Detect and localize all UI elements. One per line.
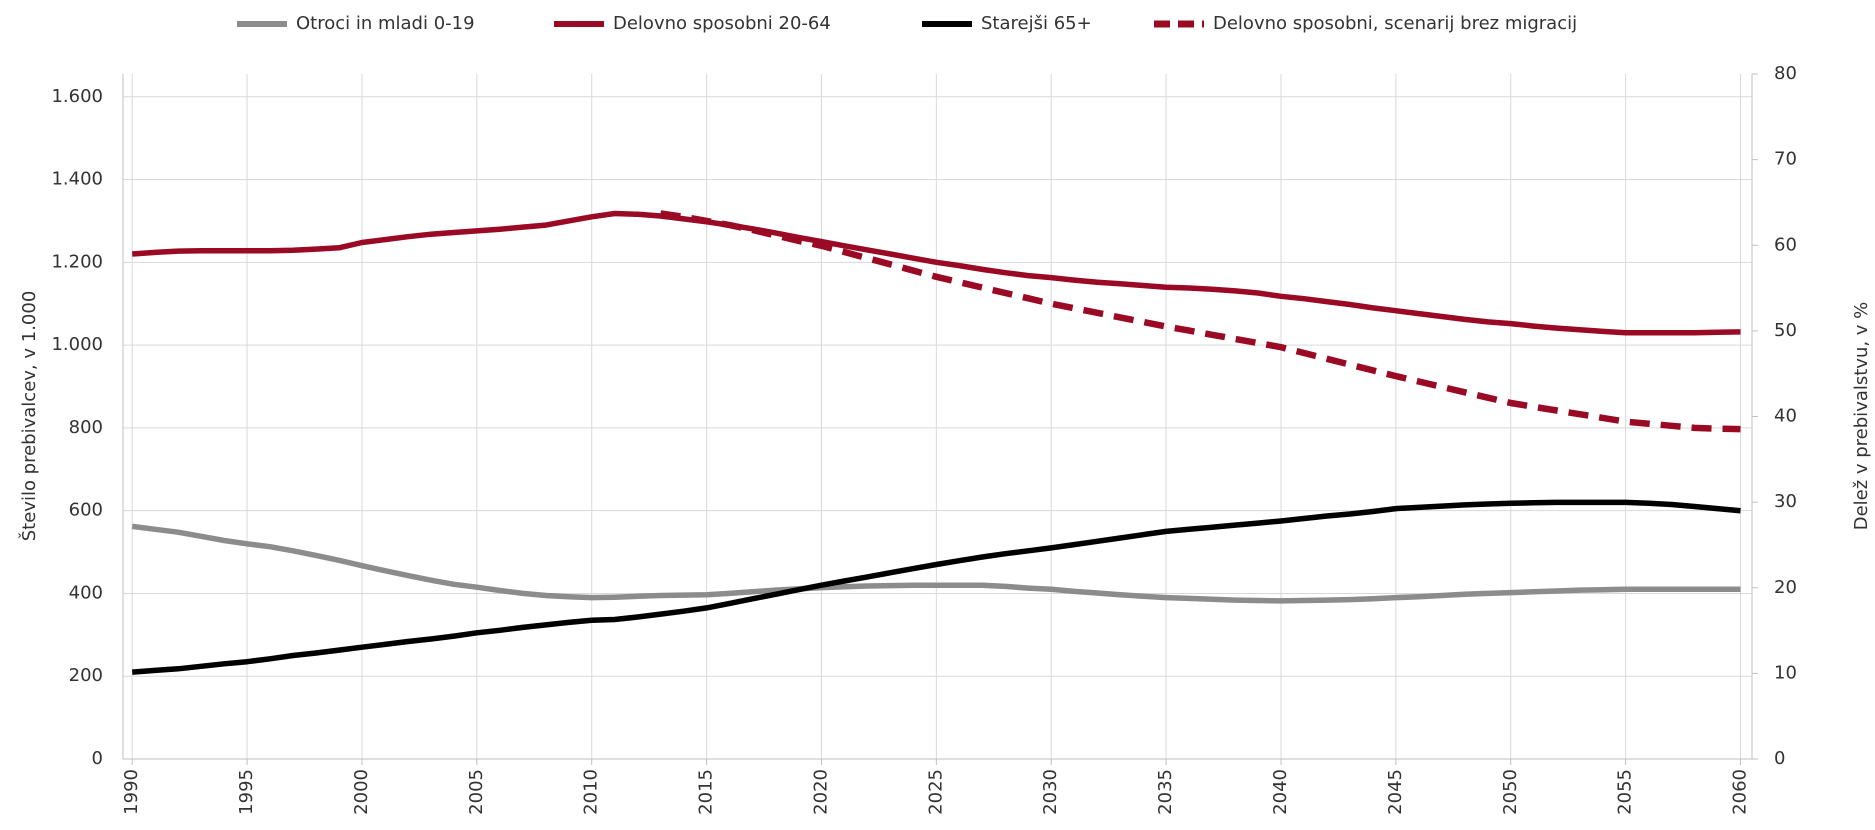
- y2-tick-label: 0: [1774, 748, 1785, 769]
- y2-tick-label: 50: [1774, 320, 1797, 341]
- x-tick-label: 2000: [351, 769, 372, 815]
- x-tick-label: 2045: [1385, 769, 1406, 815]
- x-tick-label: 2035: [1155, 769, 1176, 815]
- x-tick-label: 2030: [1040, 769, 1061, 815]
- legend-label: Delovno sposobni, scenarij brez migracij: [1213, 13, 1577, 34]
- y-tick-label: 1.400: [51, 169, 103, 190]
- y-tick-label: 1.600: [51, 86, 103, 107]
- x-tick-label: 2050: [1500, 769, 1521, 815]
- x-tick-label: 2005: [466, 769, 487, 815]
- x-tick-label: 2010: [581, 769, 602, 815]
- y2-tick-label: 80: [1774, 63, 1797, 84]
- x-tick-label: 2020: [810, 769, 831, 815]
- x-tick-label: 2025: [925, 769, 946, 815]
- x-tick-label: 2055: [1615, 769, 1636, 815]
- y-tick-label: 1.200: [51, 251, 103, 272]
- y2-tick-label: 30: [1774, 491, 1797, 512]
- y2-tick-label: 70: [1774, 149, 1797, 170]
- y2-tick-label: 40: [1774, 406, 1797, 427]
- series-line: [132, 210, 1741, 336]
- legend-label: Starejši 65+: [981, 13, 1092, 34]
- series-line: [131, 523, 1741, 604]
- y2-axis-label: Delež v prebivalstvu, v %: [1851, 302, 1872, 531]
- y-axis-label: Število prebivalcev, v 1.000: [18, 291, 40, 542]
- x-tick-label: 2060: [1730, 769, 1751, 815]
- x-tick-label: 2015: [696, 769, 717, 815]
- y2-tick-label: 10: [1774, 662, 1797, 683]
- y-tick-label: 600: [69, 500, 103, 521]
- x-tick-label: 1995: [236, 769, 257, 815]
- x-tick-label: 2040: [1270, 769, 1291, 815]
- series-line: [131, 499, 1741, 675]
- y-tick-label: 1.000: [51, 334, 103, 355]
- legend: Otroci in mladi 0-19 Delovno sposobni 20-…: [237, 13, 1577, 34]
- legend-label: Delovno sposobni 20-64: [613, 13, 831, 34]
- x-tick-label: 1990: [121, 769, 142, 815]
- legend-label: Otroci in mladi 0-19: [296, 13, 475, 34]
- series-line: [660, 210, 1741, 433]
- y-tick-label: 400: [69, 582, 103, 603]
- y-tick-label: 0: [92, 748, 103, 769]
- y-tick-label: 800: [69, 417, 103, 438]
- y2-tick-label: 20: [1774, 577, 1797, 598]
- y-tick-label: 200: [69, 665, 103, 686]
- y2-tick-label: 60: [1774, 234, 1797, 255]
